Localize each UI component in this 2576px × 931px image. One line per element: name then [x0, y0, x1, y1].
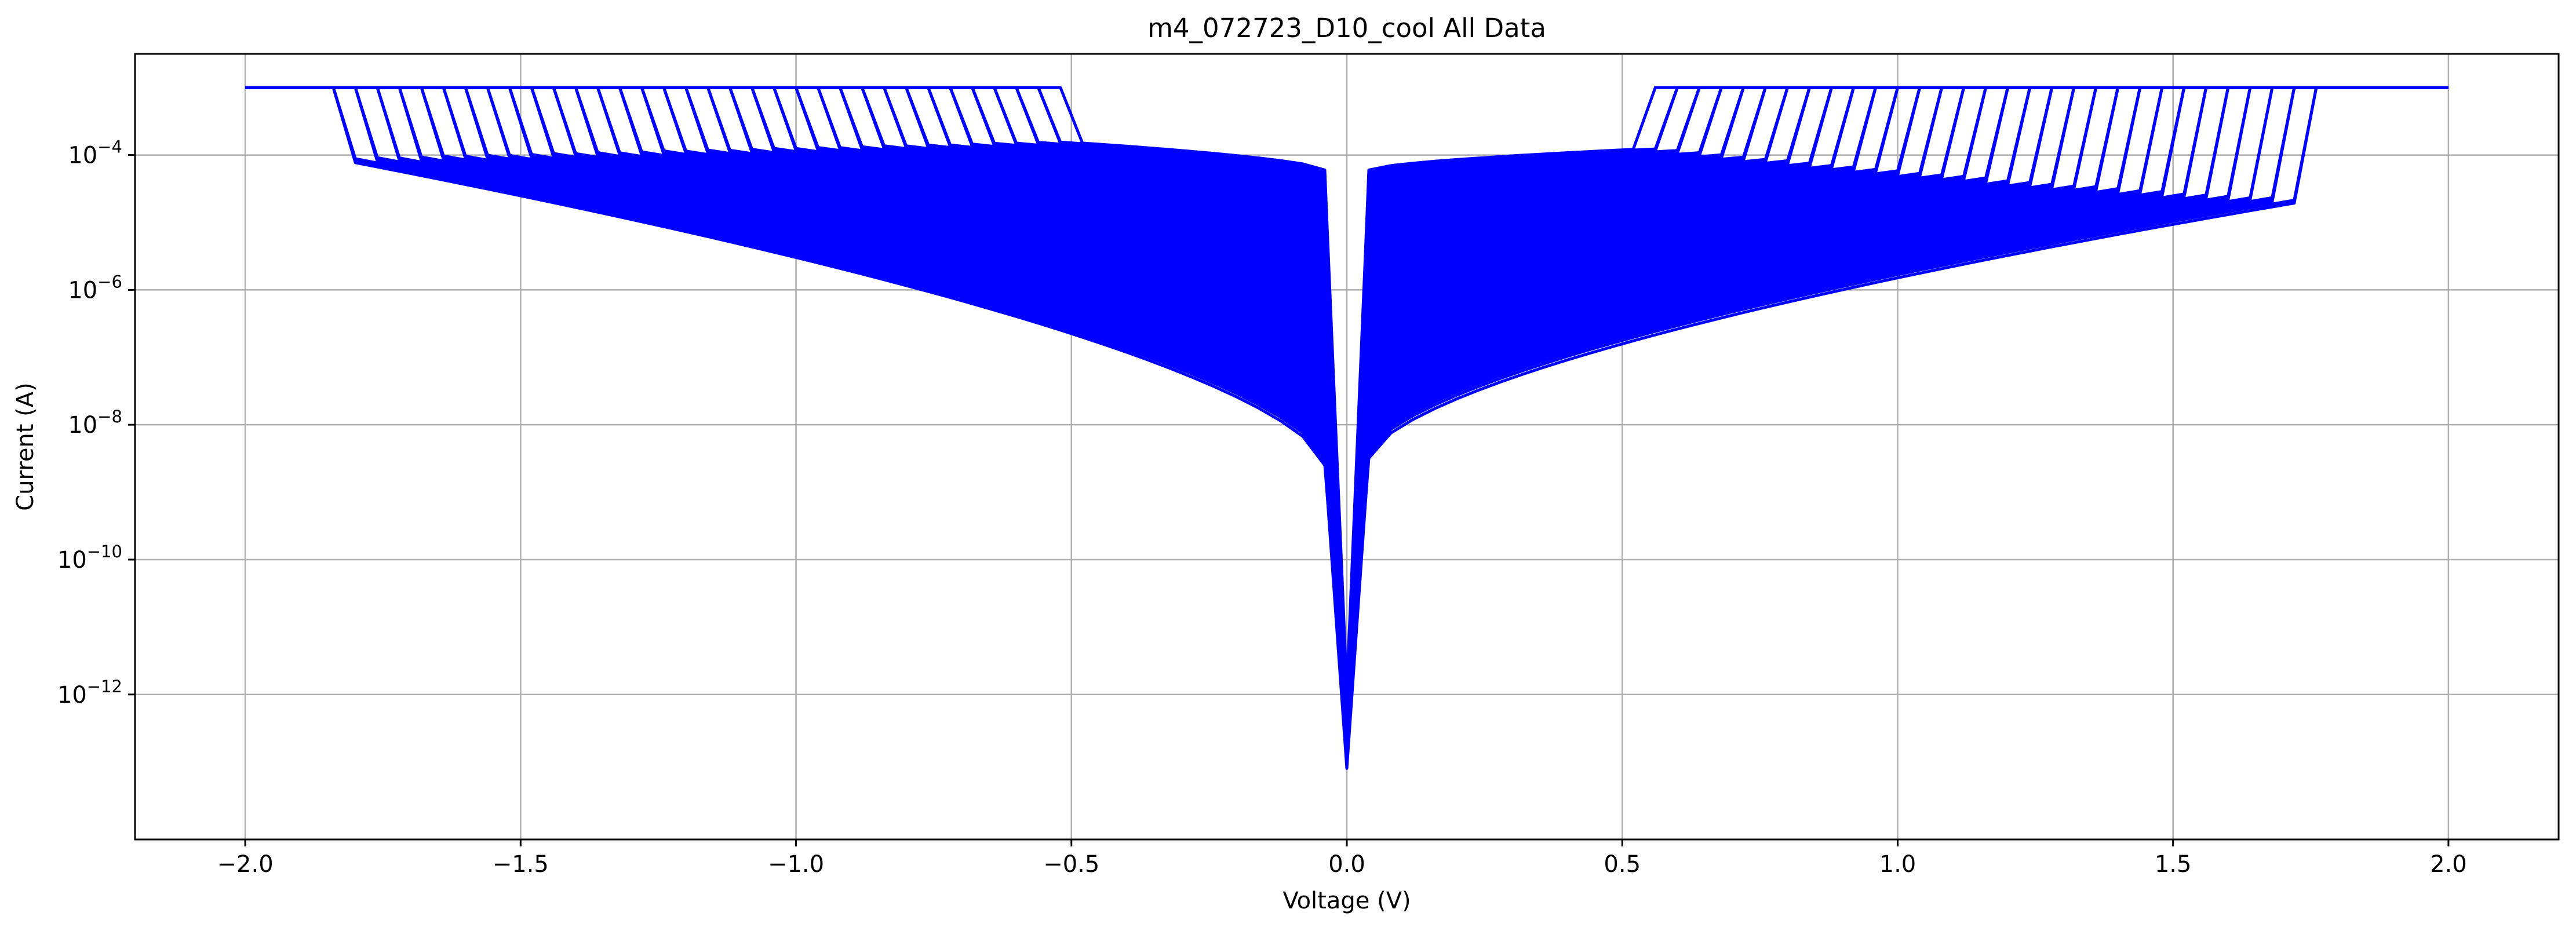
x-axis-label: Voltage (V) — [1282, 888, 1411, 914]
x-tick-label: −1.5 — [493, 851, 549, 878]
y-tick-label: 10−6 — [68, 272, 122, 304]
x-tick-label: −1.0 — [768, 851, 824, 878]
x-axis: −2.0 −1.5 −1.0 −0.5 0.0 0.5 1.0 1.5 2.0 — [217, 839, 2467, 878]
x-tick-label: 0.5 — [1604, 851, 1641, 878]
x-tick-label: −0.5 — [1043, 851, 1099, 878]
x-tick-label: 0.0 — [1328, 851, 1365, 878]
x-tick-label: 1.0 — [1879, 851, 1916, 878]
y-tick-label: 10−12 — [57, 677, 122, 709]
y-tick-label: 10−4 — [68, 137, 122, 169]
y-tick-label: 10−8 — [68, 407, 122, 439]
x-tick-label: −2.0 — [217, 851, 274, 878]
y-axis-label: Current (A) — [12, 382, 39, 511]
x-tick-label: 2.0 — [2430, 851, 2467, 878]
x-tick-label: 1.5 — [2155, 851, 2192, 878]
y-tick-label: 10−10 — [57, 542, 122, 574]
chart-title: m4_072723_D10_cool All Data — [1147, 13, 1546, 43]
y-axis: 10−4 10−6 10−8 10−10 10−12 — [57, 137, 135, 709]
